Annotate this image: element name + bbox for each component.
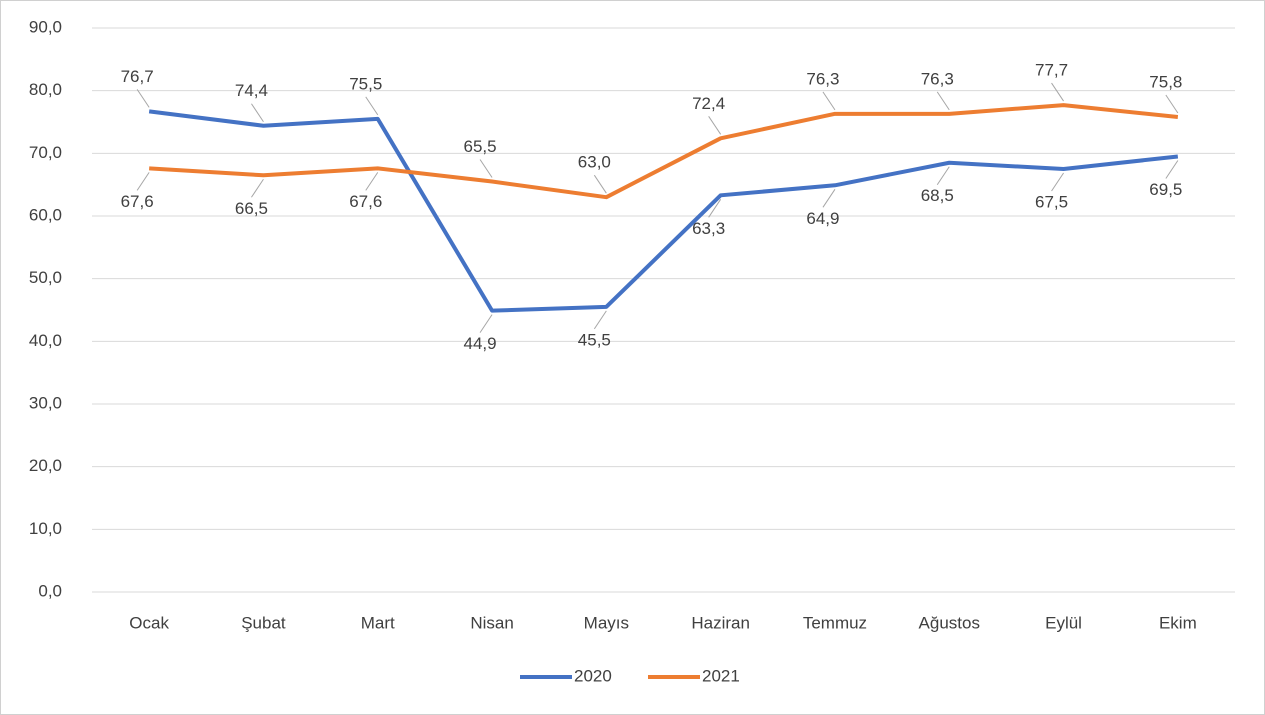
data-label: 45,5 bbox=[578, 330, 611, 349]
y-tick-label: 80,0 bbox=[29, 80, 62, 99]
label-leader bbox=[708, 116, 722, 135]
label-leader bbox=[365, 172, 379, 191]
legend-label: 2020 bbox=[574, 666, 612, 685]
data-label: 65,5 bbox=[464, 137, 497, 156]
y-tick-label: 0,0 bbox=[38, 581, 62, 600]
label-leader bbox=[593, 174, 607, 194]
label-leader bbox=[593, 310, 607, 330]
label-leader bbox=[1165, 160, 1179, 179]
x-tick-label: Nisan bbox=[470, 613, 513, 632]
data-label: 72,4 bbox=[692, 94, 725, 113]
data-label: 76,3 bbox=[921, 69, 954, 88]
data-label: 67,5 bbox=[1035, 192, 1068, 211]
data-label: 63,3 bbox=[692, 219, 725, 238]
label-leader bbox=[708, 199, 722, 218]
data-label: 76,3 bbox=[806, 69, 839, 88]
label-leader bbox=[822, 189, 836, 208]
data-label: 67,6 bbox=[121, 192, 154, 211]
y-tick-label: 40,0 bbox=[29, 331, 62, 350]
data-label: 75,8 bbox=[1149, 72, 1182, 91]
x-tick-label: Haziran bbox=[691, 613, 750, 632]
y-tick-label: 90,0 bbox=[29, 17, 62, 36]
x-tick-label: Ekim bbox=[1159, 613, 1197, 632]
x-tick-label: Temmuz bbox=[803, 613, 867, 632]
legend-label: 2021 bbox=[702, 666, 740, 685]
data-label: 63,0 bbox=[578, 153, 611, 172]
x-tick-label: Ocak bbox=[129, 613, 169, 632]
x-tick-label: Eylül bbox=[1045, 613, 1082, 632]
data-label: 67,6 bbox=[349, 192, 382, 211]
data-label: 64,9 bbox=[806, 209, 839, 228]
data-label: 44,9 bbox=[464, 334, 497, 353]
label-leader bbox=[365, 96, 379, 116]
data-label: 66,5 bbox=[235, 199, 268, 218]
y-tick-label: 30,0 bbox=[29, 393, 62, 412]
x-tick-label: Şubat bbox=[241, 613, 286, 632]
data-label: 69,5 bbox=[1149, 180, 1182, 199]
label-leader bbox=[936, 91, 950, 111]
y-tick-label: 50,0 bbox=[29, 268, 62, 287]
data-label: 68,5 bbox=[921, 186, 954, 205]
label-leader bbox=[479, 314, 493, 333]
label-leader bbox=[822, 91, 836, 111]
series-line bbox=[148, 109, 1179, 313]
label-leader bbox=[936, 166, 950, 186]
y-tick-label: 20,0 bbox=[29, 456, 62, 475]
label-leader bbox=[136, 172, 150, 191]
label-leader bbox=[1165, 94, 1179, 114]
label-leader bbox=[251, 178, 264, 198]
data-label: 76,7 bbox=[121, 67, 154, 86]
data-label: 75,5 bbox=[349, 74, 382, 93]
x-tick-label: Mayıs bbox=[584, 613, 629, 632]
label-leader bbox=[479, 159, 493, 178]
x-tick-label: Ağustos bbox=[919, 613, 980, 632]
data-label: 74,4 bbox=[235, 81, 268, 100]
y-tick-label: 10,0 bbox=[29, 519, 62, 538]
y-tick-label: 60,0 bbox=[29, 205, 62, 224]
label-leader bbox=[1051, 172, 1064, 192]
x-tick-label: Mart bbox=[361, 613, 395, 632]
label-leader bbox=[1051, 82, 1064, 102]
series-line bbox=[149, 103, 1179, 200]
y-tick-label: 70,0 bbox=[29, 143, 62, 162]
data-label: 77,7 bbox=[1035, 61, 1068, 80]
label-leader bbox=[136, 89, 150, 108]
label-leader bbox=[251, 103, 264, 123]
